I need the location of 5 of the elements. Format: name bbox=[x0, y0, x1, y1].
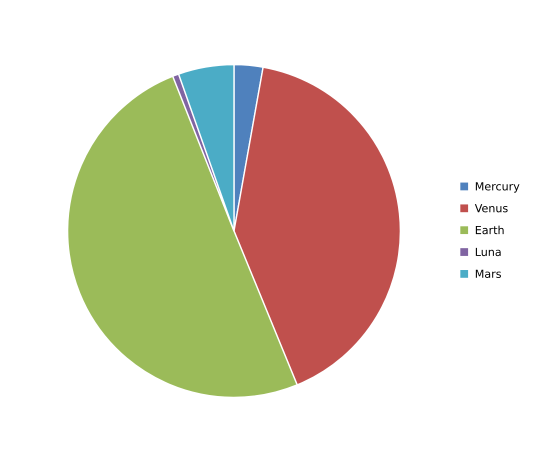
legend-label: Mercury bbox=[476, 182, 520, 193]
legend-label: Venus bbox=[474, 204, 508, 212]
legend-label: Mars bbox=[476, 270, 501, 278]
legend-label: Earth bbox=[476, 226, 504, 234]
legend-label: Luna bbox=[476, 248, 501, 256]
